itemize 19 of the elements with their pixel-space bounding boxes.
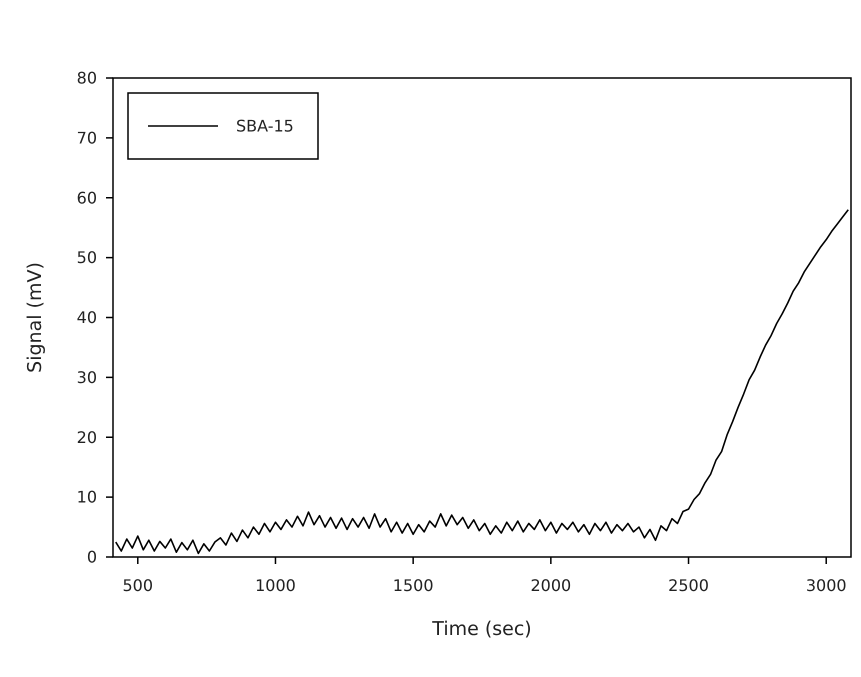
y-tick-label: 10 (76, 488, 97, 507)
x-tick-label: 1000 (255, 576, 296, 595)
y-tick-label: 70 (76, 128, 97, 148)
x-tick-label: 2000 (530, 576, 572, 595)
y-tick-label: 50 (76, 248, 97, 268)
y-tick-label: 80 (76, 68, 97, 88)
x-axis-title: Time (sec) (431, 618, 532, 640)
x-tick-label: 2500 (668, 576, 709, 595)
y-tick-label: 30 (76, 368, 97, 387)
legend-label: SBA-15 (236, 116, 294, 136)
x-tick-label: 1500 (392, 576, 434, 595)
y-axis-title: Signal (mV) (24, 262, 46, 373)
x-tick-label: 3000 (806, 576, 847, 595)
y-tick-label: 20 (76, 428, 97, 447)
y-tick-label: 40 (76, 308, 97, 328)
x-tick-label: 500 (122, 576, 154, 595)
y-tick-label: 0 (86, 548, 97, 567)
line-series (114, 208, 850, 554)
y-tick-label: 60 (76, 188, 97, 208)
